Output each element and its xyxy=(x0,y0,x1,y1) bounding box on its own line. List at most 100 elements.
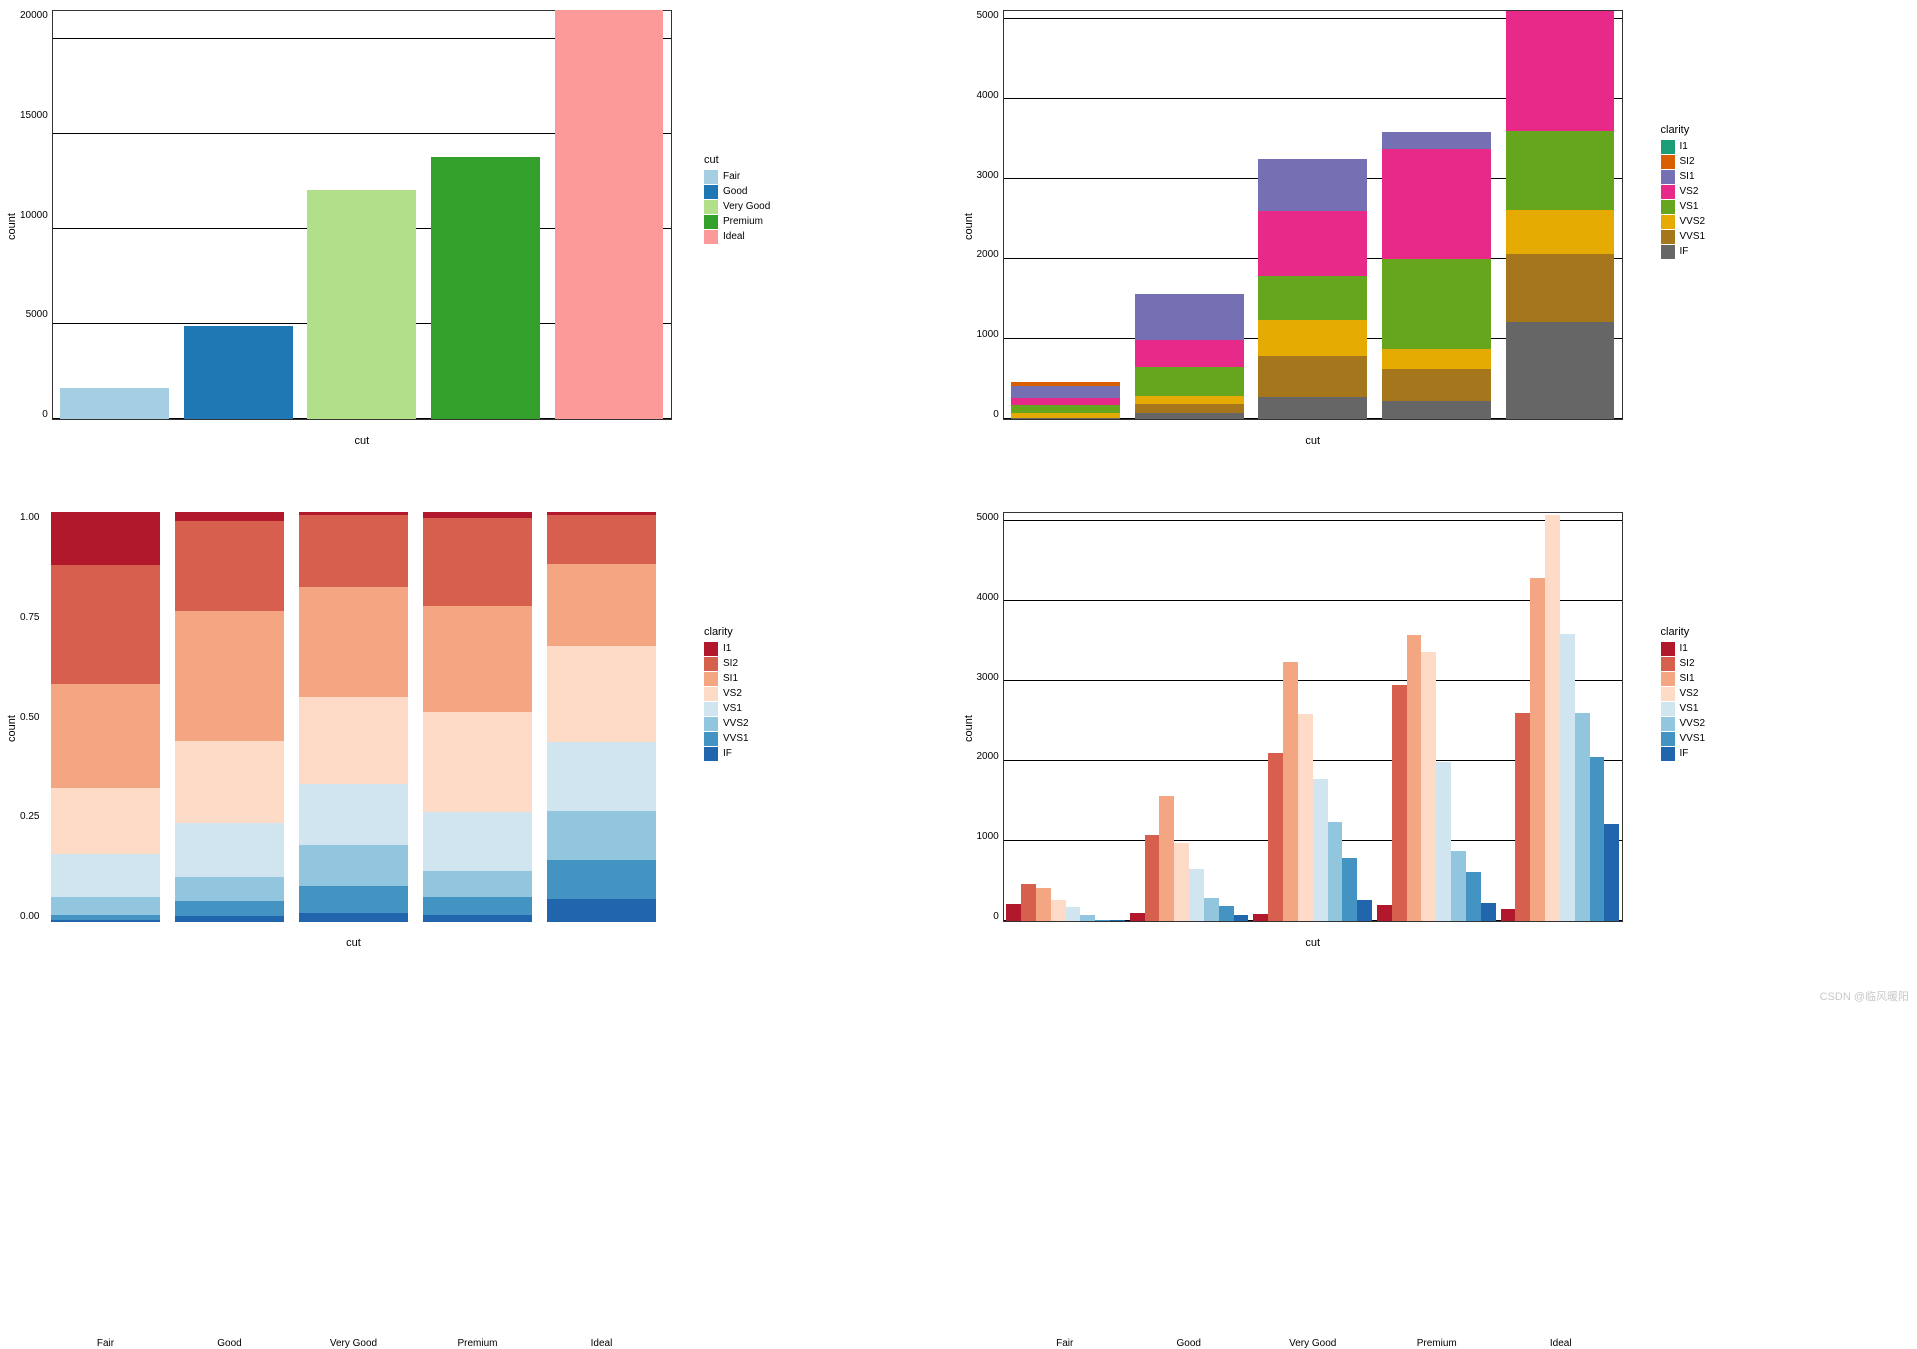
bar-segment xyxy=(423,812,532,871)
bar-segment xyxy=(423,712,532,812)
bar-segment xyxy=(547,899,656,922)
bar xyxy=(184,326,293,419)
bar xyxy=(1377,905,1392,921)
legend-item: VS1 xyxy=(704,702,749,716)
bar-segment xyxy=(1135,413,1244,419)
bar xyxy=(1481,903,1496,921)
stacked-bar xyxy=(51,512,160,922)
legend-swatch xyxy=(704,672,718,686)
legend-title-tl: cut xyxy=(704,154,770,166)
legend-item: I1 xyxy=(1661,642,1706,656)
legend-item: Premium xyxy=(704,215,770,229)
xlabel-br: cut xyxy=(1003,937,1623,949)
bar xyxy=(1051,900,1066,921)
yticks-tl: 05000100001500020000 xyxy=(20,10,52,420)
watermark: CSDN @临风暖阳 xyxy=(1820,988,1909,1004)
bar-segment xyxy=(1135,340,1244,367)
legend-label: VVS1 xyxy=(723,732,749,746)
xtick-label: Fair xyxy=(1003,1338,1127,1349)
bar xyxy=(1066,907,1081,921)
bar xyxy=(1130,913,1145,921)
legend-swatch xyxy=(1661,185,1675,199)
bar xyxy=(60,388,169,419)
bar-segment xyxy=(299,515,408,586)
bar xyxy=(1560,634,1575,921)
bar-segment xyxy=(423,871,532,897)
stacked-bar xyxy=(1382,132,1491,419)
bar-segment xyxy=(423,897,532,915)
yticks-tr: 010002000300040005000 xyxy=(977,10,1003,420)
legend-item: Ideal xyxy=(704,230,770,244)
bar-segment xyxy=(299,913,408,922)
legend-label: VS1 xyxy=(723,702,742,716)
legend-item: SI2 xyxy=(1661,155,1706,169)
legend-label: VVS1 xyxy=(1680,732,1706,746)
bar xyxy=(1407,635,1422,921)
legend-label: SI1 xyxy=(1680,170,1695,184)
bar xyxy=(1159,796,1174,921)
bar-segment xyxy=(175,512,284,520)
bar-group xyxy=(1501,513,1620,921)
xtick-label: Ideal xyxy=(539,1338,663,1349)
plotarea-tr xyxy=(1003,10,1623,420)
legend-label: Very Good xyxy=(723,200,770,214)
bar xyxy=(1036,888,1051,921)
bar-segment xyxy=(299,697,408,785)
bar-segment xyxy=(547,811,656,861)
legend-swatch xyxy=(1661,717,1675,731)
legend-item: VVS1 xyxy=(1661,230,1706,244)
legend-label: VVS2 xyxy=(1680,215,1706,229)
ytick-label: 0 xyxy=(977,409,999,420)
legend-swatch xyxy=(704,687,718,701)
yticks-bl: 0.000.250.500.751.00 xyxy=(20,512,43,922)
panel-top-left: count 05000100001500020000 FairGoodVery … xyxy=(4,4,957,502)
bar-segment xyxy=(1011,418,1120,419)
bar xyxy=(1234,915,1249,921)
bar xyxy=(1590,757,1605,921)
bar xyxy=(1204,898,1219,921)
ytick-label: 3000 xyxy=(977,170,999,181)
ylabel-br: count xyxy=(961,512,977,945)
bar-segment xyxy=(547,515,656,565)
bar-segment xyxy=(1011,405,1120,413)
bar-segment xyxy=(51,920,160,922)
legend-label: Ideal xyxy=(723,230,745,244)
ytick-label: 3000 xyxy=(977,672,999,683)
xtick-label: Ideal xyxy=(1499,1338,1623,1349)
bar xyxy=(1392,685,1407,921)
legend-swatch xyxy=(1661,215,1675,229)
legend-swatch xyxy=(1661,200,1675,214)
legend-label: I1 xyxy=(1680,140,1688,154)
bar-segment xyxy=(175,521,284,611)
stacked-bar xyxy=(1011,382,1120,419)
bar xyxy=(1313,779,1328,921)
bar xyxy=(1451,851,1466,921)
bar-group xyxy=(1377,513,1496,921)
stacked-bar xyxy=(547,512,656,922)
bar xyxy=(1021,884,1036,921)
bar-segment xyxy=(423,915,532,922)
ytick-label: 0.00 xyxy=(20,911,39,922)
legend-tr: clarity I1SI2SI1VS2VS1VVS2VVS1IF xyxy=(1661,124,1706,260)
legend-swatch xyxy=(704,642,718,656)
bar xyxy=(1515,713,1530,921)
legend-item: VVS2 xyxy=(1661,215,1706,229)
bar-segment xyxy=(547,860,656,899)
bar-segment xyxy=(1258,211,1367,277)
bar-segment xyxy=(1506,131,1615,210)
bar xyxy=(1466,872,1481,921)
bar-group xyxy=(1130,513,1249,921)
legend-swatch xyxy=(1661,230,1675,244)
bar xyxy=(1006,904,1021,921)
bar-segment xyxy=(547,742,656,810)
legend-item: I1 xyxy=(1661,140,1706,154)
stacked-bar xyxy=(423,512,532,922)
legend-swatch xyxy=(704,747,718,761)
legend-label: SI1 xyxy=(1680,672,1695,686)
stacked-bar xyxy=(1135,294,1244,419)
bar-segment xyxy=(547,564,656,646)
bar xyxy=(1501,909,1516,921)
xlabel-tl: cut xyxy=(52,435,672,447)
bar xyxy=(1298,714,1313,921)
legend-item: VVS2 xyxy=(704,717,749,731)
